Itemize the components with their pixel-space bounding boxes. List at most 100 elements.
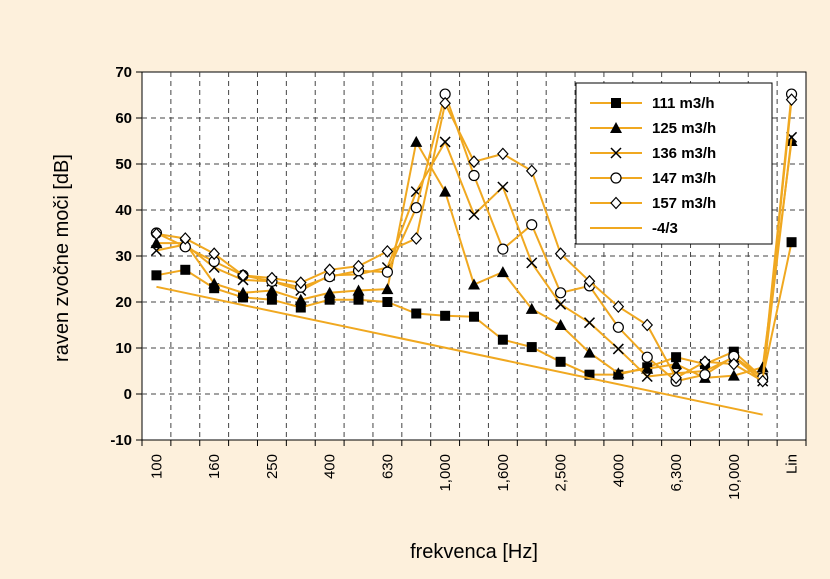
data-point [612, 321, 624, 333]
data-point [352, 284, 365, 296]
y-tick-label: 20 [115, 294, 132, 311]
data-point [786, 237, 797, 248]
data-point [555, 298, 567, 310]
y-tick-label: -10 [110, 432, 132, 449]
data-point [468, 169, 480, 182]
data-point [468, 209, 480, 221]
x-axis-ticks: 100 160 250 400 630 1,000 1,600 2,500 4000 6,300 1… [141, 440, 807, 500]
data-point [756, 374, 769, 388]
data-point [612, 343, 624, 355]
data-point [554, 247, 567, 261]
data-point [583, 317, 596, 329]
data-point [612, 300, 625, 313]
data-point [555, 356, 566, 367]
x-tick-label: 400 [322, 454, 339, 479]
data-point [179, 232, 192, 245]
data-point [670, 358, 683, 370]
y-tick-label: 30 [115, 248, 132, 265]
data-point [180, 264, 191, 275]
data-point [151, 270, 162, 281]
grid [142, 72, 806, 440]
data-point [150, 227, 163, 241]
data-point [410, 232, 423, 245]
data-point [728, 357, 740, 371]
data-point [554, 319, 567, 330]
x-tick-label: 4000 [610, 454, 627, 487]
legend-label: 111 m3/h [652, 95, 715, 112]
x-tick-label: 1,000 [437, 454, 454, 492]
data-point [727, 369, 740, 381]
data-point [469, 311, 479, 322]
data-point [382, 297, 393, 307]
data-point [699, 355, 711, 369]
data-point [699, 369, 711, 381]
data-point [294, 276, 307, 290]
legend-marker [610, 122, 622, 133]
data-point [439, 185, 452, 197]
data-point [265, 284, 278, 296]
x-tick-label: 1,600 [495, 454, 512, 492]
y-tick-label: 0 [124, 386, 132, 403]
legend-label: -4/3 [652, 220, 678, 237]
data-point [496, 266, 509, 278]
data-point [353, 294, 364, 305]
legend-marker [610, 172, 622, 184]
data-point [294, 293, 307, 305]
data-point [583, 274, 596, 288]
data-point [641, 351, 653, 363]
data-point [266, 271, 278, 285]
data-point [641, 362, 654, 374]
data-point [295, 302, 306, 313]
data-point [411, 308, 422, 319]
data-point [526, 257, 538, 269]
data-point [756, 361, 769, 373]
data-point [468, 155, 480, 169]
data-point [439, 136, 451, 148]
legend-marker [610, 196, 622, 210]
y-tick-label: 70 [115, 64, 132, 81]
data-point [208, 247, 220, 261]
x-tick-label: 2,500 [553, 454, 570, 492]
series-5 [150, 93, 798, 388]
data-point [785, 93, 798, 106]
x-tick-label: 160 [206, 454, 223, 479]
data-point [150, 244, 162, 257]
x-tick-label: 630 [379, 454, 396, 479]
data-point [439, 96, 451, 110]
legend: 111 m3/h 125 m3/h 136 m3/h 147 m3/h 157 m3/h… [575, 82, 773, 245]
legend-label: 136 m3/h [652, 145, 716, 162]
data-point [381, 266, 393, 278]
y-axis-label: raven zvočne moči [dB] [51, 154, 73, 362]
y-tick-label: 60 [115, 110, 132, 127]
y-axis-ticks: -10 0 10 20 30 40 50 60 70 [110, 64, 142, 449]
legend-items: 111 m3/h 125 m3/h 136 m3/h 147 m3/h 157 m3/h… [590, 95, 716, 237]
x-tick-label: Lin [784, 454, 801, 474]
data-point [468, 278, 480, 290]
legend-label: 147 m3/h [652, 170, 716, 187]
data-point [526, 219, 538, 231]
data-point [410, 202, 422, 214]
data-point [208, 277, 221, 289]
y-tick-label: 40 [115, 202, 132, 219]
data-point [381, 283, 394, 295]
data-point [641, 318, 654, 332]
data-point [526, 342, 537, 353]
data-point [237, 286, 250, 298]
data-point [497, 334, 508, 345]
data-point [612, 367, 625, 379]
data-point [671, 352, 682, 363]
legend-marker [610, 147, 622, 159]
data-point [150, 237, 163, 249]
data-point [266, 294, 277, 305]
data-point [555, 287, 567, 299]
x-tick-label: 10,000 [726, 454, 743, 500]
data-point [324, 294, 335, 305]
data-point [323, 263, 336, 277]
x-tick-label: 100 [148, 454, 165, 479]
data-point [237, 268, 249, 282]
data-point [670, 371, 682, 385]
legend-label: 157 m3/h [652, 195, 716, 212]
data-point [584, 369, 595, 380]
x-tick-label: 250 [264, 454, 281, 479]
